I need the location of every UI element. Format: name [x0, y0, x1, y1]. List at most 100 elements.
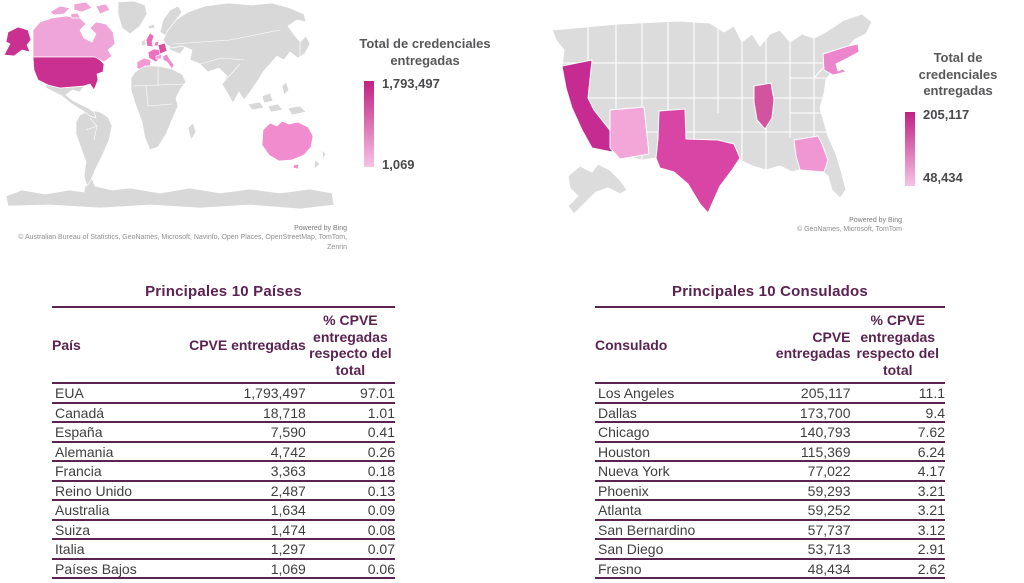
pct-value: 2.91	[850, 539, 945, 560]
cpve-value: 7,590	[182, 422, 306, 443]
world-map-panel: Total de credenciales entregadas 1,793,4…	[0, 0, 491, 251]
region-switzerland[interactable]	[155, 53, 163, 60]
pct-value: 0.41	[305, 422, 395, 443]
world-copyright-line: © Australian Bureau of Statistics, GeoNa…	[18, 234, 347, 251]
world-legend-min-value: 1,069	[382, 157, 415, 173]
border-asia	[171, 29, 281, 85]
region-usa[interactable]	[32, 56, 105, 91]
region-usa-alaska[interactable]	[3, 26, 32, 57]
usa-powered-by-bing: Powered by Bing	[849, 217, 902, 224]
cpve-value: 1,634	[182, 500, 306, 521]
landmass-philippines	[281, 81, 290, 96]
countries-col-cpve: CPVE entregadas	[182, 305, 306, 385]
pct-value: 0.18	[305, 461, 395, 482]
landmass-new-zealand	[313, 149, 327, 170]
world-legend-max-value: 1,793,497	[382, 76, 440, 92]
table-row: Alemania 4,742 0.26	[52, 441, 395, 463]
region-italy[interactable]	[162, 53, 175, 70]
pct-value: 0.26	[305, 441, 395, 463]
region-germany[interactable]	[157, 42, 168, 55]
landmass-madagascar	[187, 122, 197, 141]
landmass-greenland	[117, 0, 148, 35]
consulate-name: San Diego	[595, 539, 746, 560]
landmass-antarctica	[5, 175, 335, 210]
table-row: San Diego 53,713 2.91	[595, 539, 945, 560]
country-name: Italia	[52, 539, 183, 560]
country-name: Países Bajos	[52, 558, 183, 580]
table-row: Chicago 140,793 7.62	[595, 422, 945, 443]
state-new-york[interactable]	[822, 43, 860, 76]
landmass-contiguous-us	[551, 13, 873, 215]
pct-value: 3.12	[850, 519, 945, 541]
pct-value: 9.4	[850, 402, 945, 424]
landmass-mexico-central-america	[45, 83, 97, 119]
world-powered-by-bing: Powered by Bing	[294, 225, 347, 232]
cpve-value: 48,434	[745, 558, 851, 580]
landmass-ireland	[140, 38, 147, 47]
country-name: Reino Unido	[52, 480, 183, 502]
usa-map-attribution: Powered by Bing © GeoNames, Microsoft, T…	[698, 216, 902, 235]
world-choropleth-map[interactable]	[0, 0, 348, 222]
border-brazil	[85, 117, 98, 141]
world-legend-title: Total de credenciales entregadas	[359, 36, 491, 68]
pct-value: 97.01	[305, 383, 395, 404]
pct-value: 3.21	[850, 500, 945, 521]
usa-legend-title: Total de credenciales entregadas	[918, 50, 998, 99]
landmass-iceland	[147, 23, 156, 30]
landmass-alaska	[567, 163, 628, 215]
country-name: Canadá	[52, 402, 183, 424]
countries-table: País CPVE entregadas % CPVE entregadas r…	[52, 305, 395, 580]
state-california[interactable]	[561, 59, 617, 153]
pct-value: 0.08	[305, 519, 395, 541]
country-name: Alemania	[52, 441, 183, 463]
cpve-value: 59,252	[745, 500, 851, 521]
table-row: Fresno 48,434 2.62	[595, 558, 945, 580]
cpve-value: 205,117	[745, 383, 851, 404]
region-uk[interactable]	[145, 32, 155, 48]
pct-value: 1.01	[305, 402, 395, 424]
cpve-value: 173,700	[745, 402, 851, 424]
consulate-name: Fresno	[595, 558, 746, 580]
cpve-value: 1,297	[182, 539, 306, 560]
world-map-legend: Total de credenciales entregadas 1,793,4…	[352, 36, 498, 173]
cpve-value: 59,293	[745, 480, 851, 502]
pct-value: 2.62	[850, 558, 945, 580]
countries-table-panel: Principales 10 Países País CPVE entregad…	[52, 283, 395, 580]
country-name: EUA	[52, 383, 183, 404]
usa-copyright-line: © GeoNames, Microsoft, TomTom	[797, 226, 902, 234]
pct-value: 0.07	[305, 539, 395, 560]
usa-legend-scale: 205,117 48,434	[893, 107, 1023, 189]
region-canada[interactable]	[32, 15, 116, 63]
consulates-col-consulado: Consulado	[595, 305, 746, 385]
region-australia-tasmania[interactable]	[292, 163, 300, 170]
usa-map-panel: Total de credenciales entregadas 205,117…	[528, 8, 997, 233]
table-row: Canadá 18,718 1.01	[52, 402, 395, 424]
consulate-name: Atlanta	[595, 500, 746, 521]
world-legend-scale: 1,793,497 1,069	[352, 76, 498, 173]
table-row: Atlanta 59,252 3.21	[595, 500, 945, 521]
cpve-value: 115,369	[745, 441, 851, 463]
state-georgia[interactable]	[793, 135, 829, 173]
pct-value: 0.06	[305, 558, 395, 580]
cpve-value: 1,069	[182, 558, 306, 580]
consulate-name: Dallas	[595, 402, 746, 424]
cpve-value: 3,363	[182, 461, 306, 482]
landmass-new-guinea	[287, 105, 307, 116]
state-illinois[interactable]	[753, 82, 775, 130]
cpve-value: 2,487	[182, 480, 306, 502]
usa-choropleth-map[interactable]	[528, 8, 876, 220]
landmass-africa	[130, 65, 187, 151]
region-canada-arctic-islands[interactable]	[49, 1, 111, 19]
cpve-value: 77,022	[745, 461, 851, 482]
region-australia[interactable]	[261, 120, 314, 162]
table-row: EUA 1,793,497 97.01	[52, 383, 395, 404]
landmass-asia	[162, 2, 307, 104]
landmass-japan	[299, 35, 311, 58]
table-row: Houston 115,369 6.24	[595, 441, 945, 463]
consulates-col-pct: % CPVE entregadas respecto del total	[850, 305, 945, 385]
state-texas[interactable]	[655, 108, 741, 214]
cpve-value: 18,718	[182, 402, 306, 424]
state-arizona[interactable]	[609, 106, 650, 160]
table-row: Suiza 1,474 0.08	[52, 519, 395, 541]
pct-value: 0.09	[305, 500, 395, 521]
